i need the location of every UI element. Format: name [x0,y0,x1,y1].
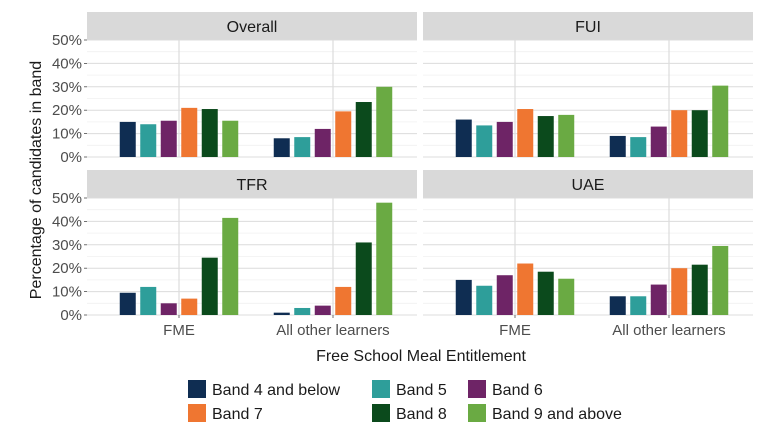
y-tick-label: 30% [52,237,82,254]
bar-band-8 [691,264,708,315]
legend-swatch [188,380,206,398]
bar-band-4-and-below [273,312,290,315]
bar-band-4-and-below [119,121,136,157]
panel-strip [87,12,417,40]
bar-band-5 [630,137,647,157]
legend-swatch [468,380,486,398]
bar-band-4-and-below [455,119,472,157]
legend-swatch [468,404,486,422]
legend-item: Band 5 [372,380,447,399]
bar-band-5 [630,296,647,315]
bar-band-5 [294,307,311,315]
legend-item: Band 6 [468,380,543,399]
bar-band-9-and-above [376,86,393,157]
panel-title: FUI [575,19,601,36]
panel-strip [423,170,753,198]
legend-label: Band 4 and below [212,382,341,399]
legend-item: Band 7 [188,404,263,423]
bar-band-8 [201,257,218,315]
panels: Overall 0% 10% 20% 30% 40% 50% FUI TFR 0% 10% 20% 30… [52,12,753,339]
bar-band-6 [496,275,513,315]
x-tick-label: All other learners [612,322,725,339]
panel-strip [423,12,753,40]
bar-band-4-and-below [273,138,290,157]
legend-swatch [188,404,206,422]
y-tick-label: 20% [52,102,82,119]
bar-band-7 [517,109,534,157]
panel-title: Overall [227,19,278,36]
panel-fui: FUI [423,12,753,158]
bar-band-9-and-above [712,245,729,315]
bar-band-6 [160,120,177,157]
y-tick-label: 0% [60,149,82,166]
bar-band-7 [335,286,352,315]
bar-band-6 [650,284,667,315]
legend-label: Band 9 and above [492,406,622,423]
bar-band-8 [355,242,372,315]
bar-band-8 [201,109,218,157]
panel-strip [87,170,417,198]
panel-overall: Overall 0% 10% 20% 30% 40% 50% [52,12,417,166]
legend-item: Band 8 [372,404,447,423]
x-tick-label: FME [499,322,531,339]
bar-band-8 [691,110,708,157]
bar-band-5 [140,124,157,157]
bar-band-9-and-above [376,202,393,315]
bar-band-9-and-above [222,217,239,315]
y-tick-label: 30% [52,79,82,96]
panel-title: TFR [236,177,267,194]
y-tick-label: 0% [60,307,82,324]
bar-band-5 [476,125,493,157]
bar-band-9-and-above [558,278,575,315]
y-tick-label: 50% [52,32,82,49]
bar-band-4-and-below [609,135,626,157]
bar-band-9-and-above [712,85,729,157]
bar-band-7 [181,107,198,157]
y-axis-title: Percentage of candidates in band [28,61,45,299]
bar-band-6 [496,121,513,157]
legend-item: Band 9 and above [468,404,622,423]
bar-band-8 [537,116,554,157]
bar-band-9-and-above [222,120,239,157]
bar-band-6 [650,126,667,157]
legend-swatch [372,404,390,422]
legend: Band 4 and below Band 5 Band 6 Band 7 Band 8… [188,380,622,423]
panel-title: UAE [572,177,605,194]
bar-band-7 [517,263,534,315]
bar-band-7 [335,111,352,157]
x-tick-label: FME [163,322,195,339]
bar-band-5 [140,286,157,315]
bar-band-4-and-below [609,296,626,315]
legend-label: Band 5 [396,382,447,399]
legend-label: Band 7 [212,406,263,423]
bar-band-6 [314,305,331,315]
y-tick-label: 40% [52,55,82,72]
y-tick-label: 10% [52,284,82,301]
bar-band-7 [181,298,198,315]
y-tick-label: 50% [52,190,82,207]
bar-band-5 [476,285,493,315]
x-tick-label: All other learners [276,322,389,339]
bar-band-7 [671,268,688,315]
bar-band-6 [314,128,331,157]
y-tick-label: 40% [52,213,82,230]
legend-label: Band 8 [396,406,447,423]
y-tick-label: 10% [52,126,82,143]
bar-band-6 [160,303,177,315]
y-tick-label: 20% [52,260,82,277]
legend-label: Band 6 [492,382,543,399]
bar-band-5 [294,137,311,157]
bar-band-4-and-below [455,279,472,315]
legend-item: Band 4 and below [188,380,341,399]
panel-uae: UAE FME All other learners [423,170,753,339]
bar-band-7 [671,110,688,157]
bar-band-8 [355,102,372,157]
bar-band-4-and-below [119,292,136,315]
panel-tfr: TFR 0% 10% 20% 30% 40% 50% FME All other learner… [52,170,417,339]
legend-swatch [372,380,390,398]
bar-band-9-and-above [558,114,575,157]
bar-band-8 [537,271,554,315]
x-axis-title: Free School Meal Entitlement [316,348,526,365]
